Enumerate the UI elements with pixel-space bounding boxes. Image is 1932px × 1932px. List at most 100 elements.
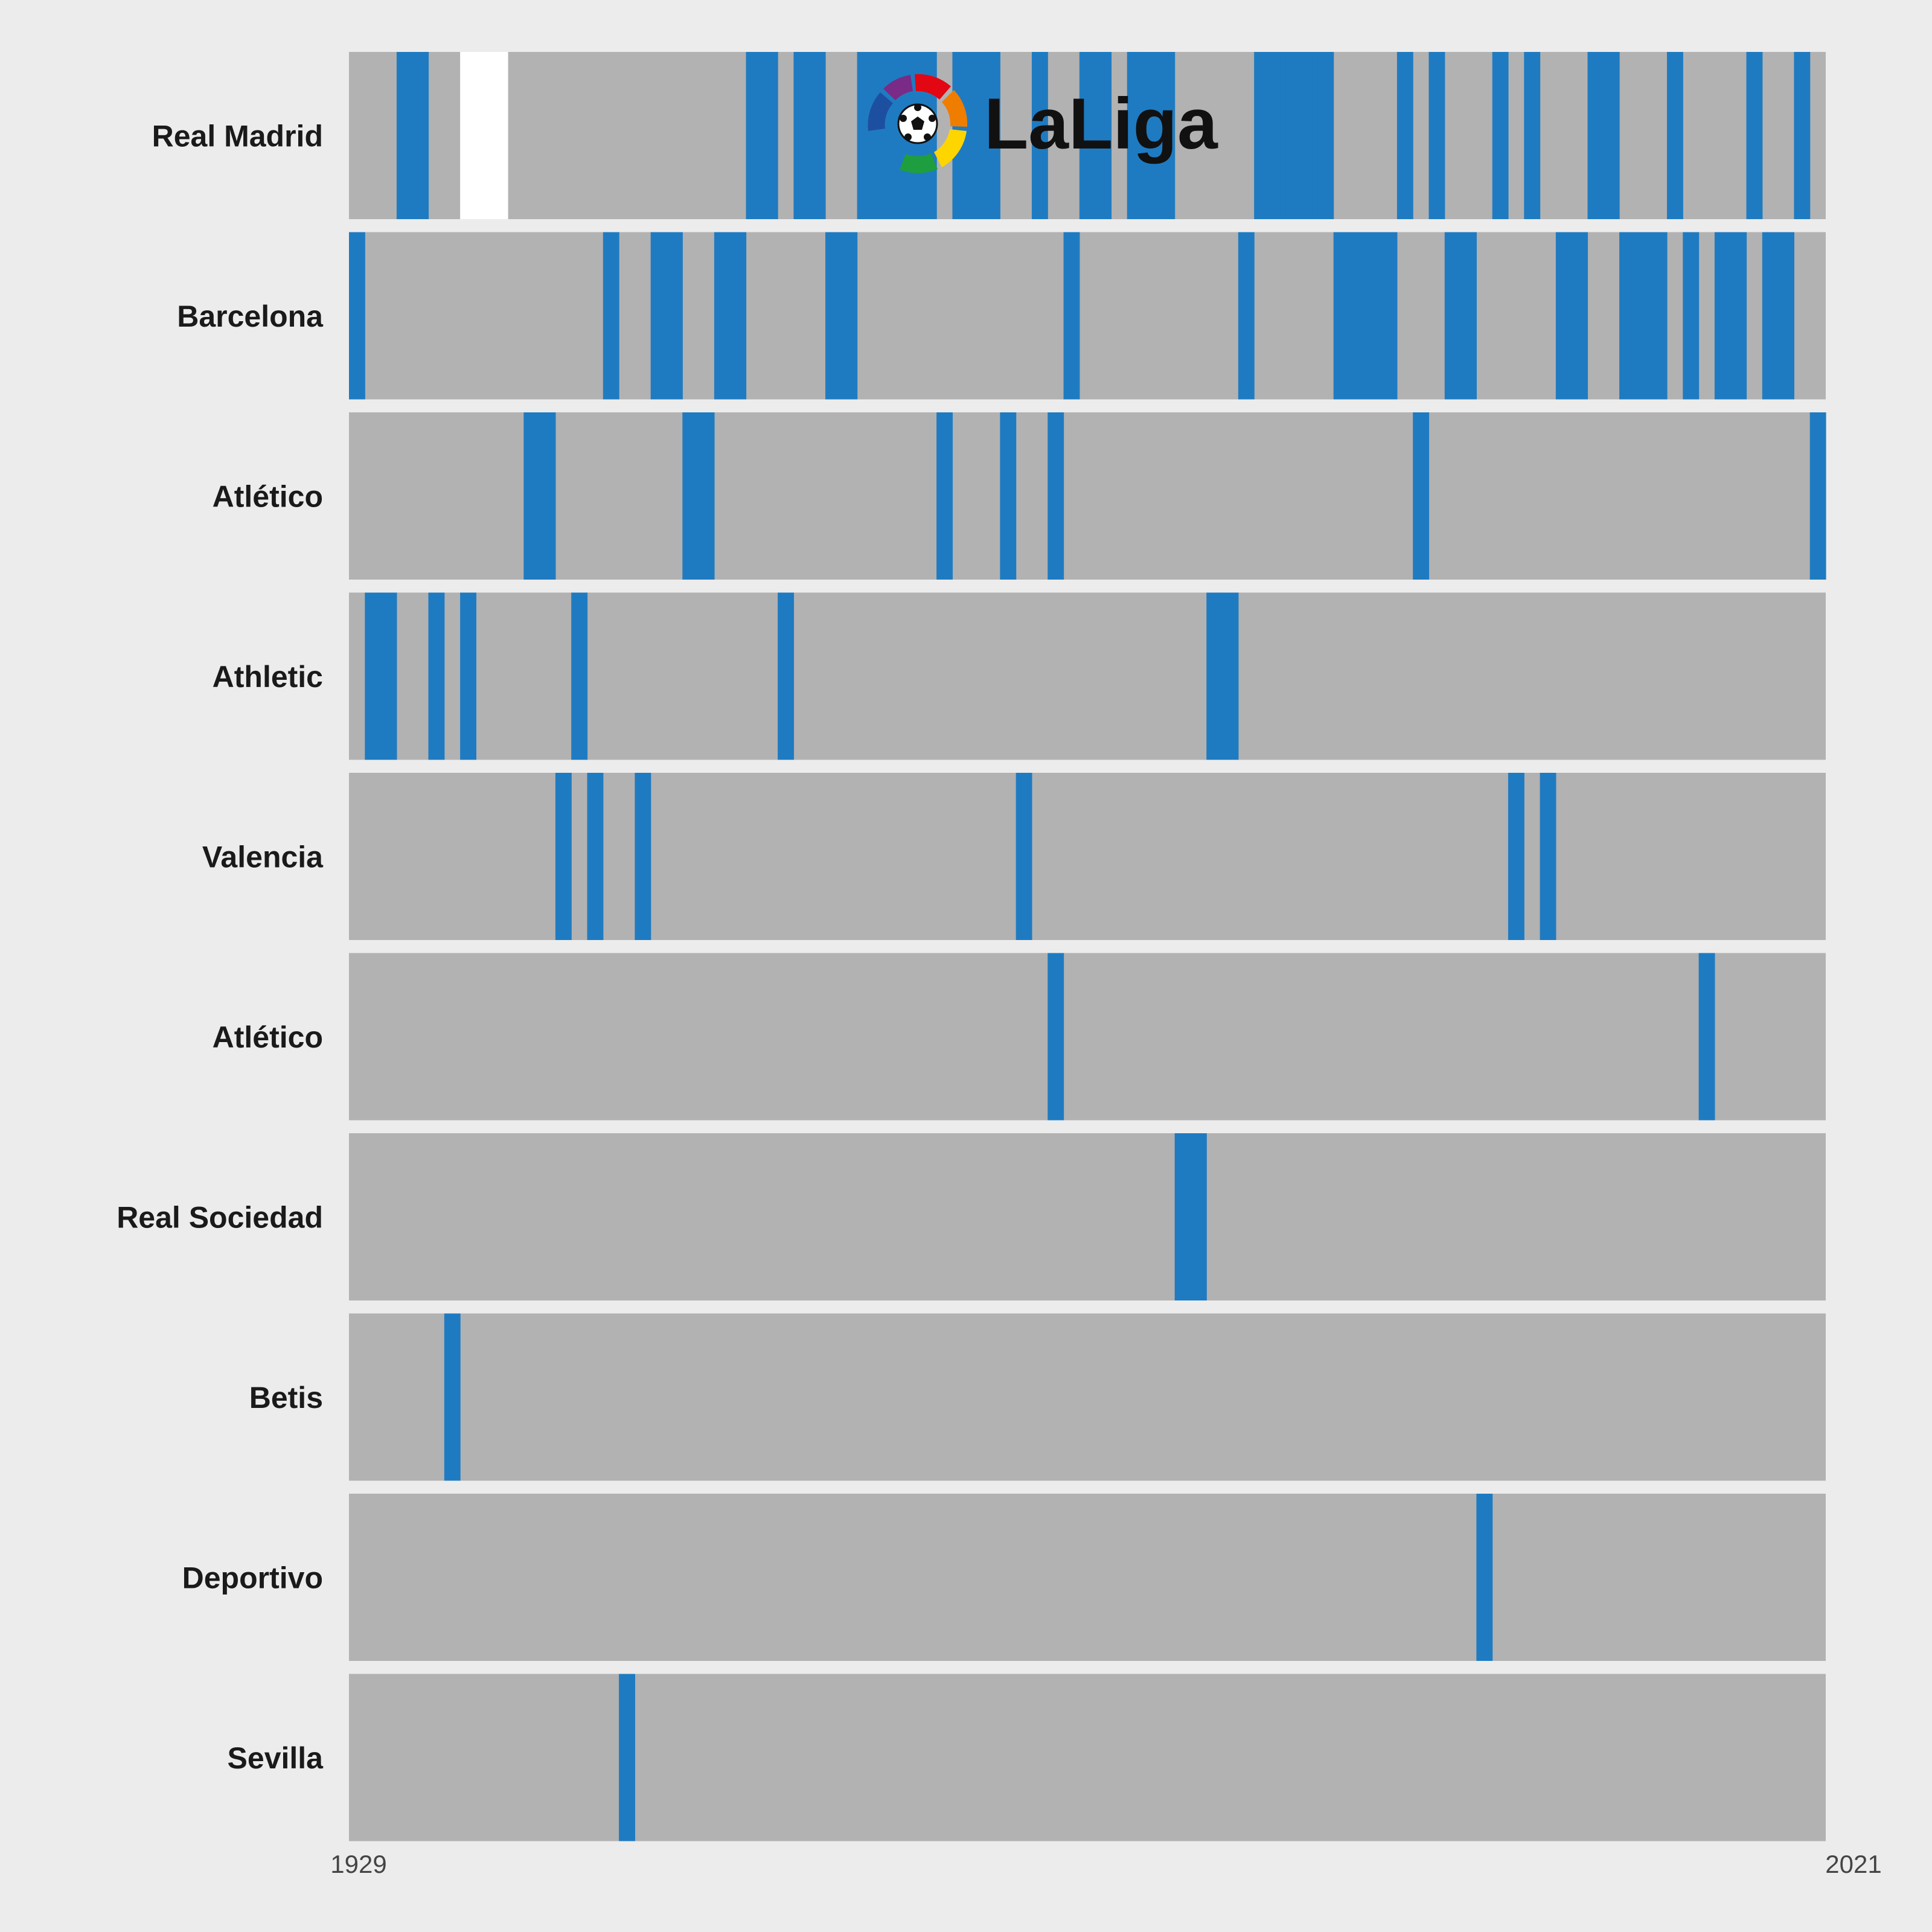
row-track bbox=[349, 1494, 1826, 1661]
title-bar bbox=[1063, 232, 1080, 400]
title-bar bbox=[936, 412, 953, 580]
title-bar bbox=[635, 773, 651, 940]
title-bar bbox=[1683, 232, 1700, 400]
title-bar bbox=[1079, 52, 1096, 219]
title-bar bbox=[1714, 232, 1731, 400]
title-bar bbox=[365, 592, 382, 760]
title-bar bbox=[1809, 412, 1826, 580]
title-bar bbox=[1048, 953, 1064, 1121]
title-bar bbox=[1016, 773, 1032, 940]
title-bar bbox=[1381, 232, 1398, 400]
team-label: Athletic bbox=[213, 660, 323, 694]
title-bar bbox=[761, 52, 778, 219]
title-bar bbox=[523, 412, 540, 580]
logo-text: LaLiga bbox=[984, 83, 1218, 164]
title-bar bbox=[1666, 52, 1683, 219]
team-row: Atlético bbox=[213, 412, 1826, 580]
title-bar bbox=[1317, 52, 1334, 219]
title-bar bbox=[1333, 232, 1350, 400]
title-bar bbox=[984, 52, 1000, 219]
title-bar bbox=[1603, 52, 1620, 219]
title-bar bbox=[682, 412, 699, 580]
no-competition-mark bbox=[476, 52, 493, 219]
title-bar bbox=[1555, 232, 1572, 400]
team-row: Barcelona bbox=[177, 232, 1826, 400]
title-bar bbox=[1031, 52, 1048, 219]
row-track bbox=[349, 1133, 1826, 1300]
title-bar bbox=[1143, 52, 1159, 219]
title-bar bbox=[809, 52, 826, 219]
title-bar bbox=[667, 232, 683, 400]
title-bar bbox=[396, 52, 413, 219]
title-bar bbox=[1572, 232, 1588, 400]
row-track bbox=[349, 592, 1826, 760]
title-bar bbox=[746, 52, 763, 219]
title-bar bbox=[1270, 52, 1287, 219]
title-bar bbox=[539, 412, 556, 580]
title-bar bbox=[1476, 1494, 1493, 1661]
title-bar bbox=[1460, 232, 1477, 400]
title-bar bbox=[793, 52, 810, 219]
title-bar bbox=[714, 232, 731, 400]
title-bar bbox=[349, 232, 365, 400]
title-bar bbox=[841, 232, 858, 400]
title-bar bbox=[1095, 52, 1112, 219]
title-bar bbox=[1238, 232, 1255, 400]
title-bar bbox=[1174, 1133, 1191, 1300]
row-track bbox=[349, 953, 1826, 1121]
team-row: Deportivo bbox=[182, 1494, 1826, 1661]
title-bar bbox=[555, 773, 572, 940]
x-tick-label-start: 1929 bbox=[330, 1850, 386, 1878]
title-bar bbox=[1746, 52, 1763, 219]
team-label: Deportivo bbox=[182, 1561, 323, 1595]
team-label: Sevilla bbox=[228, 1741, 324, 1775]
title-bar bbox=[603, 232, 619, 400]
title-bar bbox=[698, 412, 715, 580]
title-bar bbox=[619, 1674, 636, 1841]
title-bar bbox=[1524, 52, 1541, 219]
title-bar bbox=[1651, 232, 1668, 400]
title-bar bbox=[968, 52, 985, 219]
title-bar bbox=[444, 1313, 461, 1481]
title-bar bbox=[1190, 1133, 1207, 1300]
title-bar bbox=[1285, 52, 1302, 219]
title-bar bbox=[1794, 52, 1811, 219]
title-bar bbox=[1000, 412, 1017, 580]
title-bar bbox=[778, 592, 795, 760]
team-label: Barcelona bbox=[177, 299, 324, 333]
title-bar bbox=[380, 592, 397, 760]
title-bar bbox=[1540, 773, 1556, 940]
team-row: Betis bbox=[249, 1313, 1826, 1481]
title-bar bbox=[825, 232, 842, 400]
title-bar bbox=[1413, 412, 1430, 580]
title-bar bbox=[587, 773, 604, 940]
title-bar bbox=[1730, 232, 1747, 400]
title-bar bbox=[1635, 232, 1652, 400]
laliga-logo: LaLiga bbox=[868, 74, 1218, 173]
team-label: Real Sociedad bbox=[117, 1201, 323, 1235]
title-bar bbox=[460, 592, 477, 760]
title-bar bbox=[1206, 592, 1223, 760]
team-label: Real Madrid bbox=[152, 120, 323, 153]
title-bar bbox=[1302, 52, 1318, 219]
row-track bbox=[349, 412, 1826, 580]
no-competition-mark bbox=[491, 52, 508, 219]
title-bar bbox=[650, 232, 667, 400]
team-label: Valencia bbox=[202, 840, 324, 874]
team-row: Valencia bbox=[202, 773, 1826, 940]
title-bar bbox=[1048, 412, 1064, 580]
team-label: Betis bbox=[249, 1381, 323, 1415]
title-bar bbox=[428, 592, 445, 760]
team-row: Real Sociedad bbox=[117, 1133, 1826, 1300]
title-bar bbox=[1492, 52, 1509, 219]
team-row: Atlético bbox=[213, 953, 1826, 1121]
title-bar bbox=[1444, 232, 1461, 400]
title-bar bbox=[1254, 52, 1271, 219]
title-bar bbox=[571, 592, 588, 760]
laliga-emblem-icon bbox=[868, 74, 968, 173]
title-bar bbox=[1428, 52, 1445, 219]
title-bar bbox=[1396, 52, 1413, 219]
no-competition-mark bbox=[460, 52, 477, 219]
